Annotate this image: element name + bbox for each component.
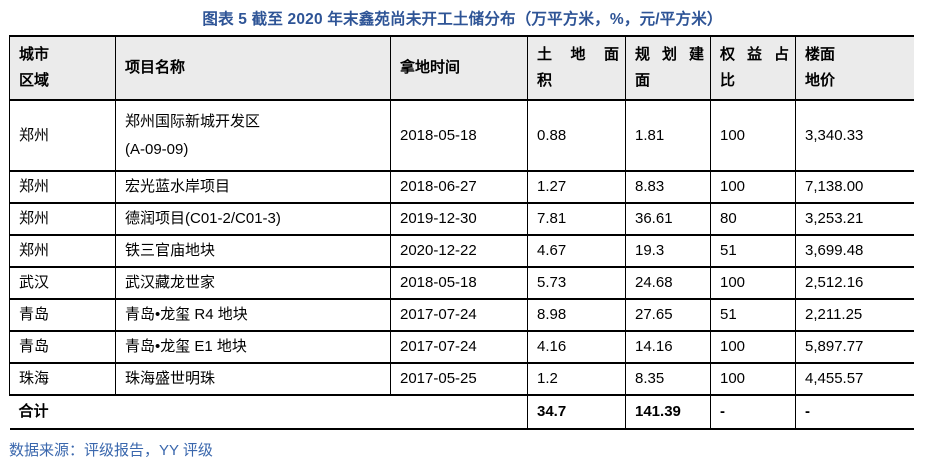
cell-equity: - <box>710 394 796 430</box>
cell-planned-gfa: 19.3 <box>625 234 711 267</box>
cell-total-label: 合计 <box>9 394 528 430</box>
cell-land-area: 1.27 <box>527 170 626 203</box>
cell-floor-price: 5,897.77 <box>795 330 914 363</box>
cell-city: 青岛 <box>9 298 116 331</box>
cell-project: 郑州国际新城开发区 (A-09-09) <box>115 99 391 171</box>
cell-city: 武汉 <box>9 266 116 299</box>
cell-equity: 51 <box>710 298 796 331</box>
cell-equity: 100 <box>710 266 796 299</box>
cell-land-area: 7.81 <box>527 202 626 235</box>
cell-planned-gfa: 14.16 <box>625 330 711 363</box>
cell-land-area: 0.88 <box>527 99 626 171</box>
table-header-row: 城市 区域 项目名称 拿地时间土地面积规划建面权益占比楼面 地价 <box>9 35 914 100</box>
cell-floor-price: 3,699.48 <box>795 234 914 267</box>
table-row: 珠海 珠海盛世明珠 2017-05-25 1.2 8.35 100 4,455.57 <box>9 362 914 395</box>
cell-equity: 100 <box>710 330 796 363</box>
cell-land-area: 4.67 <box>527 234 626 267</box>
table-total-row: 合计 34.7 141.39- - <box>9 394 914 430</box>
cell-equity: 80 <box>710 202 796 235</box>
column-header-land-date: 拿地时间 <box>390 35 528 100</box>
table-row: 郑州 宏光蓝水岸项目 2018-06-27 1.27 8.83 100 7,138.00 <box>9 170 914 203</box>
column-header-equity-pct: 权益占比 <box>710 35 796 100</box>
figure-title: 图表 5 截至 2020 年末鑫苑尚未开工土储分布（万平方米，%，元/平方米） <box>202 11 723 28</box>
table-row: 青岛 青岛•龙玺 R4 地块 2017-07-24 8.98 27.65 51 2,211.… <box>9 298 914 331</box>
cell-planned-gfa: 27.65 <box>625 298 711 331</box>
cell-floor-price: 2,512.16 <box>795 266 914 299</box>
cell-planned-gfa: 8.83 <box>625 170 711 203</box>
column-header-land-area: 土地面积 <box>527 35 626 100</box>
cell-project: 青岛•龙玺 E1 地块 <box>115 330 391 363</box>
cell-floor-price: 3,253.21 <box>795 202 914 235</box>
land-bank-table: 城市 区域 项目名称 拿地时间土地面积规划建面权益占比楼面 地价 郑州 郑州国际新城开发区… <box>9 35 914 430</box>
cell-city: 郑州 <box>9 99 116 171</box>
cell-date: 2017-05-25 <box>390 362 528 395</box>
cell-project: 武汉藏龙世家 <box>115 266 391 299</box>
cell-floor-price: 2,211.25 <box>795 298 914 331</box>
cell-city: 郑州 <box>9 234 116 267</box>
cell-equity: 100 <box>710 170 796 203</box>
cell-date: 2020-12-22 <box>390 234 528 267</box>
cell-date: 2017-07-24 <box>390 330 528 363</box>
cell-floor-price: 4,455.57 <box>795 362 914 395</box>
column-header-planned-gfa: 规划建面 <box>625 35 711 100</box>
cell-planned-gfa: 141.39 <box>625 394 711 430</box>
cell-equity: 51 <box>710 234 796 267</box>
column-header-floor-price: 楼面 地价 <box>795 35 914 100</box>
cell-project: 铁三官庙地块 <box>115 234 391 267</box>
cell-floor-price: - <box>795 394 914 430</box>
cell-project: 德润项目(C01-2/C01-3) <box>115 202 391 235</box>
cell-floor-price: 3,340.33 <box>795 99 914 171</box>
data-source-note: 数据来源：评级报告，YY 评级 <box>9 442 213 459</box>
cell-land-area: 1.2 <box>527 362 626 395</box>
cell-equity: 100 <box>710 99 796 171</box>
cell-planned-gfa: 24.68 <box>625 266 711 299</box>
cell-land-area: 5.73 <box>527 266 626 299</box>
table-row: 郑州 德润项目(C01-2/C01-3) 2019-12-30 7.81 36.61 80… <box>9 202 914 235</box>
cell-city: 郑州 <box>9 202 116 235</box>
cell-planned-gfa: 1.81 <box>625 99 711 171</box>
cell-equity: 100 <box>710 362 796 395</box>
cell-city: 郑州 <box>9 170 116 203</box>
column-header-city-region: 城市 区域 <box>9 35 116 100</box>
cell-date: 2019-12-30 <box>390 202 528 235</box>
cell-date: 2017-07-24 <box>390 298 528 331</box>
cell-date: 2018-05-18 <box>390 266 528 299</box>
column-header-project-name: 项目名称 <box>115 35 391 100</box>
cell-project: 珠海盛世明珠 <box>115 362 391 395</box>
cell-date: 2018-06-27 <box>390 170 528 203</box>
cell-floor-price: 7,138.00 <box>795 170 914 203</box>
cell-land-area: 34.7 <box>527 394 626 430</box>
cell-planned-gfa: 36.61 <box>625 202 711 235</box>
cell-planned-gfa: 8.35 <box>625 362 711 395</box>
table-row: 郑州 铁三官庙地块 2020-12-22 4.67 19.3 51 3,699.48 <box>9 234 914 267</box>
cell-land-area: 4.16 <box>527 330 626 363</box>
table-row: 武汉 武汉藏龙世家 2018-05-18 5.73 24.68 100 2,512.16 <box>9 266 914 299</box>
cell-project: 宏光蓝水岸项目 <box>115 170 391 203</box>
cell-city: 青岛 <box>9 330 116 363</box>
cell-land-area: 8.98 <box>527 298 626 331</box>
cell-date: 2018-05-18 <box>390 99 528 171</box>
table-row: 青岛 青岛•龙玺 E1 地块 2017-07-24 4.16 14.16 100 5,897… <box>9 330 914 363</box>
cell-project: 青岛•龙玺 R4 地块 <box>115 298 391 331</box>
table-row: 郑州 郑州国际新城开发区 (A-09-09) 2018-05-18 0.88 1.81 10… <box>9 99 914 171</box>
cell-city: 珠海 <box>9 362 116 395</box>
